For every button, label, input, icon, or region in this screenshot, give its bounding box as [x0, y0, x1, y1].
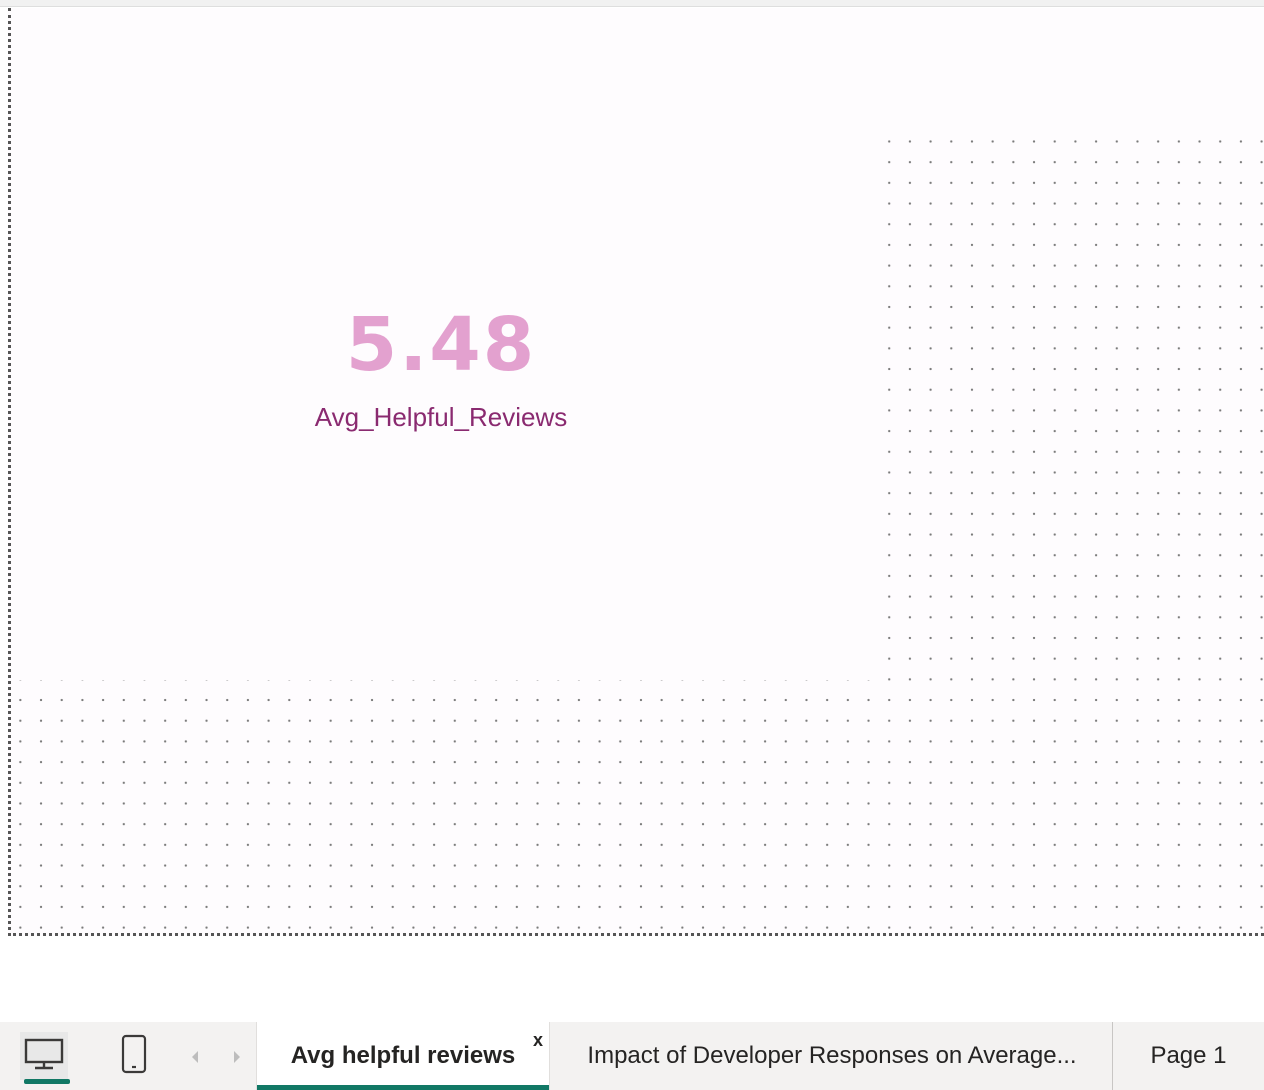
- mobile-layout-button[interactable]: [110, 1032, 158, 1080]
- tab-label: Page 1: [1150, 1042, 1227, 1069]
- card-value: 5.48: [345, 302, 537, 388]
- card-label: Avg_Helpful_Reviews: [314, 402, 568, 432]
- tab-page-1[interactable]: Page 1: [1112, 1022, 1264, 1090]
- chevron-right-icon: [232, 1049, 242, 1068]
- report-canvas[interactable]: 5.48 Avg_Helpful_Reviews: [8, 8, 1264, 936]
- desktop-layout-icon: [24, 1038, 64, 1075]
- canvas-visual-area: [839, 8, 1264, 128]
- window-top-edge: [0, 0, 1264, 7]
- chevron-left-icon: [190, 1049, 200, 1068]
- tab-label: Impact of Developer Responses on Average…: [587, 1042, 1077, 1069]
- previous-page-button[interactable]: [186, 1046, 204, 1070]
- page-tab-bar: Avg helpful reviews x Impact of Develope…: [0, 1022, 1264, 1090]
- canvas-visual-area: [839, 128, 884, 680]
- close-icon[interactable]: x: [532, 1030, 543, 1050]
- tab-label: Avg helpful reviews: [290, 1042, 516, 1069]
- desktop-layout-button[interactable]: [20, 1032, 70, 1084]
- mobile-layout-icon: [121, 1034, 147, 1079]
- tab-avg-helpful-reviews[interactable]: Avg helpful reviews x: [256, 1022, 550, 1090]
- next-page-button[interactable]: [228, 1046, 246, 1070]
- tab-impact-of-developer-responses[interactable]: Impact of Developer Responses on Average…: [552, 1022, 1112, 1090]
- card-visual[interactable]: 5.48 Avg_Helpful_Reviews: [241, 290, 641, 450]
- canvas-visual-area: [11, 8, 839, 680]
